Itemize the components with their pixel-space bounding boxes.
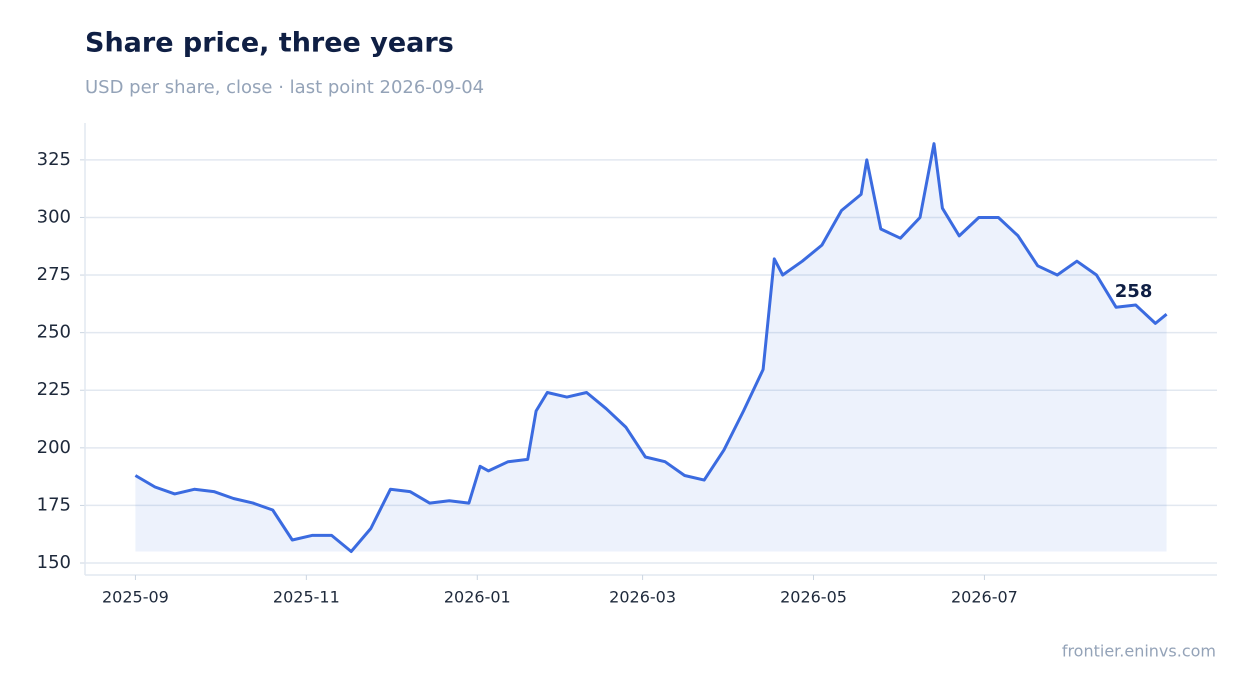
y-tick-label: 300 bbox=[37, 206, 71, 227]
x-tick-label: 2026-07 bbox=[951, 588, 1018, 607]
source: frontier.eninvs.com bbox=[1062, 642, 1216, 661]
y-tick-label: 200 bbox=[37, 437, 71, 458]
line bbox=[134, 142, 1168, 553]
area bbox=[135, 143, 1167, 552]
y-tick-label: 225 bbox=[37, 379, 71, 400]
chart-subtitle: USD per share, close · last point 2026-0… bbox=[85, 77, 484, 98]
x-tick-label: 2025-09 bbox=[102, 588, 169, 607]
chart-title: Share price, three years bbox=[85, 28, 454, 59]
value-label: 258 bbox=[1115, 281, 1153, 302]
x-tick-label: 2026-05 bbox=[780, 588, 847, 607]
y-tick-label: 325 bbox=[37, 149, 71, 170]
y-tick-label: 250 bbox=[37, 322, 71, 343]
x-tick-label: 2025-11 bbox=[273, 588, 340, 607]
x-tick-label: 2026-03 bbox=[609, 588, 676, 607]
y-tick-label: 275 bbox=[37, 264, 71, 285]
x-tick-label: 2026-01 bbox=[444, 588, 511, 607]
y-tick-label: 150 bbox=[37, 552, 71, 573]
y-tick-label: 175 bbox=[37, 494, 71, 515]
